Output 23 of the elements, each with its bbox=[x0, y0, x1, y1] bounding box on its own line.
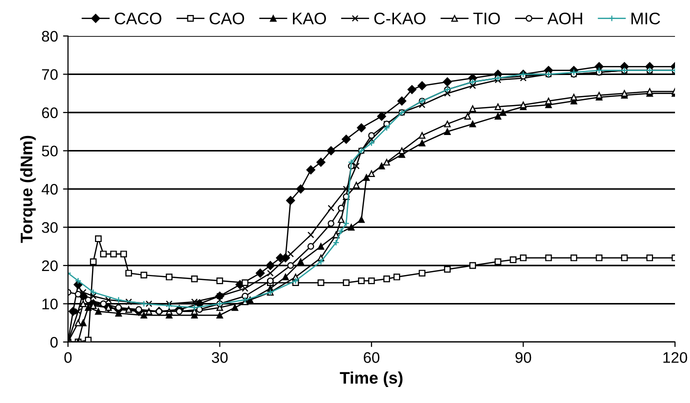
y-tick-label: 0 bbox=[50, 336, 58, 348]
y-tick-label: 40 bbox=[42, 184, 58, 195]
y-tick-label: 30 bbox=[42, 222, 58, 233]
legend-label: CACO bbox=[114, 12, 162, 24]
legend-label: MIC bbox=[631, 12, 660, 24]
y-axis-title: Torque (dNm) bbox=[20, 136, 36, 243]
legend-label: AOH bbox=[547, 12, 582, 24]
x-tick-label: 30 bbox=[212, 352, 228, 363]
legend-label: C-KAO bbox=[374, 12, 426, 24]
y-tick-label: 10 bbox=[42, 298, 58, 310]
y-tick-label: 70 bbox=[42, 69, 58, 80]
y-tick-label: 20 bbox=[42, 260, 58, 272]
x-tick-label: 120 bbox=[663, 352, 688, 363]
x-axis-title: Time (s) bbox=[340, 372, 402, 388]
y-tick-label: 80 bbox=[42, 30, 58, 42]
x-tick-label: 90 bbox=[515, 352, 532, 363]
y-tick-label: 60 bbox=[42, 107, 58, 118]
y-tick-label: 50 bbox=[42, 146, 58, 156]
x-tick-label: 60 bbox=[364, 352, 380, 363]
legend-label: CAO bbox=[210, 12, 244, 24]
legend-label: KAO bbox=[292, 12, 326, 24]
x-tick-label: 0 bbox=[64, 352, 72, 363]
legend-label: TIO bbox=[473, 12, 500, 24]
